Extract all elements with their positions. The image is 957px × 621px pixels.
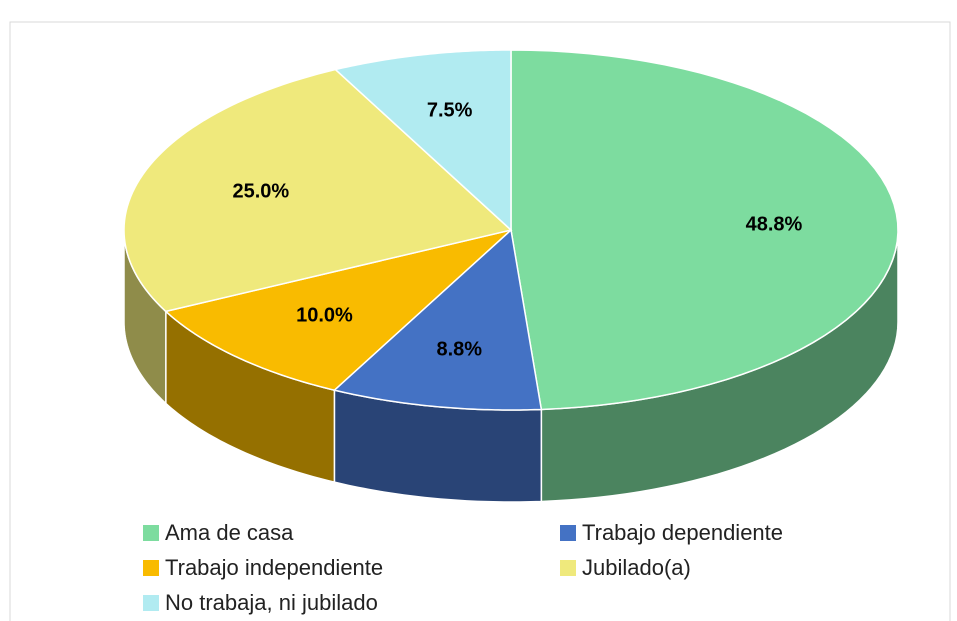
pie-tops: [123, 49, 899, 411]
slice: [164, 229, 512, 391]
pie-sides: [123, 229, 899, 503]
legend-label: Trabajo dependiente: [582, 520, 783, 545]
slice: [332, 228, 543, 411]
data-label: 8.8%: [437, 338, 483, 360]
legend-label: Jubilado(a): [582, 555, 691, 580]
legend-swatch: [560, 525, 576, 541]
data-labels: 48.8% 8.8% 10.0% 25.0% 7.5%: [232, 99, 802, 360]
slice: [510, 49, 899, 411]
legend-swatch: [143, 525, 159, 541]
slice: [123, 68, 513, 313]
legend-swatch: [560, 560, 576, 576]
legend-label: No trabaja, ni jubilado: [165, 590, 378, 615]
legend-swatch: [143, 595, 159, 611]
chart-frame: [9, 21, 951, 621]
data-label: 48.8%: [746, 213, 803, 235]
data-label: 10.0%: [296, 305, 353, 327]
legend-swatch: [143, 560, 159, 576]
legend-label: Ama de casa: [165, 520, 294, 545]
slice: [333, 49, 512, 232]
data-label: 25.0%: [232, 180, 289, 202]
data-label: 7.5%: [427, 99, 473, 121]
legend: Ama de casa Trabajo dependiente Trabajo in…: [143, 520, 783, 615]
legend-label: Trabajo independiente: [165, 555, 383, 580]
